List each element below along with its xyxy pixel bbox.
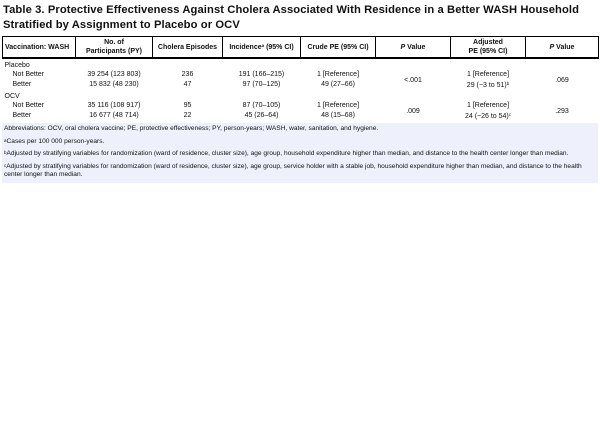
adj-p-value-cell: .069: [555, 76, 569, 84]
header-adj-p-value: P Value: [525, 36, 599, 59]
footnote-b: bAdjusted by stratifying variables for r…: [4, 150, 569, 157]
table-row: Not Better 39 254 (123 803) 236 191 (166…: [3, 70, 599, 84]
header-p-value: P Value: [375, 36, 451, 59]
episodes-cell: 22: [183, 112, 192, 119]
crude-pe-cell: 49 (27–66): [321, 81, 355, 88]
row-label: Better: [12, 81, 32, 88]
participants-cell: 39 254 (123 803): [87, 71, 141, 78]
group-row: OCV: [3, 90, 599, 101]
header-incidence: Incidencea (95% CI): [222, 36, 301, 59]
participants-cell: 35 116 (108 917): [87, 102, 141, 109]
adjusted-pe-cell: 1 [Reference]: [466, 102, 510, 109]
crude-pe-cell: 1 [Reference]: [316, 102, 360, 109]
incidence-cell: 87 (70–105): [242, 102, 281, 109]
adjusted-pe-cell: 24 (−26 to 54)c: [464, 112, 512, 120]
incidence-cell: 45 (26–64): [244, 112, 279, 119]
footnote-c: cAdjusted by stratifying variables for r…: [4, 162, 582, 179]
p-value-cell: .009: [406, 107, 420, 115]
header-adjusted-pe: Adjusted PE (95% CI): [450, 36, 526, 59]
group-label: Placebo: [4, 62, 30, 69]
adjusted-pe-cell: 1 [Reference]: [466, 71, 510, 78]
results-table: Vaccination: WASH No. of Participants (PY…: [2, 36, 599, 121]
participants-cell: 15 832 (48 230): [89, 81, 139, 88]
footnote-abbreviations: Abbreviations: OCV, oral cholera vaccine…: [4, 125, 379, 132]
episodes-cell: 95: [183, 102, 192, 109]
row-label: Not Better: [12, 71, 45, 78]
adjusted-pe-cell: 29 (−3 to 51)b: [466, 81, 510, 89]
header-crude-pe: Crude PE (95% CI): [300, 36, 376, 59]
crude-pe-cell: 48 (15–68): [321, 112, 355, 119]
group-label: OCV: [4, 93, 20, 100]
group-row: Placebo: [3, 58, 599, 70]
table-row: Not Better 35 116 (108 917) 95 87 (70–10…: [3, 101, 599, 115]
table-row: Better 16 677 (48 714) 22 45 (26–64) 48 …: [3, 110, 599, 121]
footnotes: Abbreviations: OCV, oral cholera vaccine…: [2, 123, 598, 183]
adj-p-value-cell: .293: [555, 107, 569, 115]
page: Table 3. Protective Effectiveness Agains…: [0, 0, 600, 183]
table-title: Table 3. Protective Effectiveness Agains…: [3, 4, 580, 31]
header-row: Vaccination: WASH No. of Participants (PY…: [2, 36, 599, 59]
row-label: Not Better: [12, 102, 45, 109]
incidence-cell: 97 (70–125): [242, 81, 281, 88]
footnote-a: aCases per 100 000 person-years.: [4, 137, 105, 145]
participants-cell: 16 677 (48 714): [89, 112, 139, 119]
table-row: Better 15 832 (48 230) 47 97 (70–125) 49…: [3, 79, 599, 90]
header-vaccination: Vaccination: WASH: [2, 36, 76, 59]
header-episodes: Cholera Episodes: [152, 36, 223, 59]
episodes-cell: 236: [181, 71, 194, 78]
incidence-cell: 191 (166–215): [238, 71, 285, 78]
crude-pe-cell: 1 [Reference]: [316, 71, 360, 78]
episodes-cell: 47: [183, 81, 192, 88]
header-participants: No. of Participants (PY): [75, 36, 153, 59]
p-value-cell: <.001: [404, 76, 422, 84]
row-label: Better: [12, 112, 32, 119]
